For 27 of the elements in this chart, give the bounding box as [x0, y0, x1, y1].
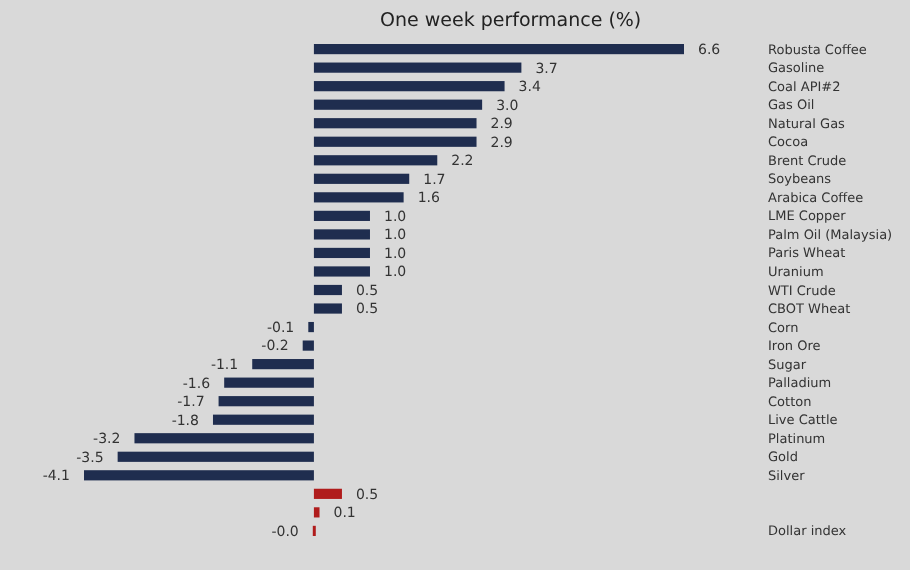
bar	[313, 192, 404, 203]
bar	[313, 155, 438, 166]
bar	[313, 44, 684, 55]
bar	[84, 470, 314, 481]
bar	[313, 303, 342, 314]
bar	[313, 81, 505, 92]
bar	[212, 414, 314, 425]
bar	[313, 229, 370, 240]
bar	[308, 321, 314, 333]
bar	[224, 377, 314, 388]
bar	[134, 433, 314, 444]
bar	[313, 266, 370, 277]
chart-title: One week performance (%)	[380, 10, 642, 32]
bar	[313, 99, 483, 110]
bar	[117, 451, 314, 462]
bar	[302, 340, 314, 351]
bar	[313, 284, 342, 296]
bar	[218, 396, 314, 407]
bar	[313, 247, 370, 259]
bar	[313, 507, 320, 518]
bar	[313, 118, 477, 129]
bar	[313, 488, 342, 499]
bar	[313, 136, 477, 147]
bar	[313, 173, 410, 184]
bar	[252, 359, 314, 370]
bar	[313, 210, 370, 221]
bar	[313, 62, 522, 73]
